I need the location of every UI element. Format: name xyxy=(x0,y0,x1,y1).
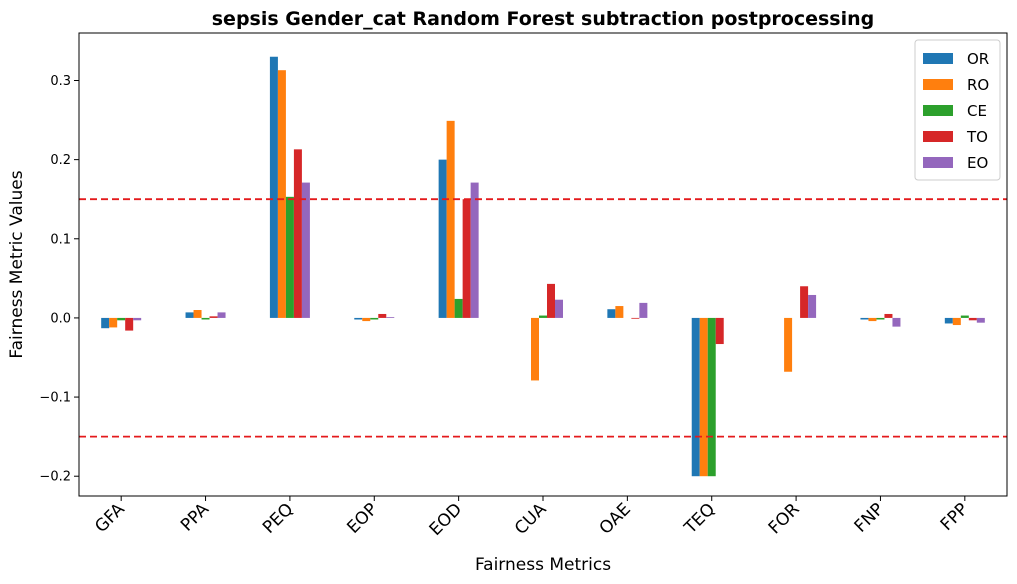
x-tick-label-fnp: FNP xyxy=(851,499,888,536)
x-tick-label-peq: PEQ xyxy=(259,499,297,537)
bar-ro-cua xyxy=(531,317,539,381)
x-tick-label-eop: EOP xyxy=(343,499,381,537)
legend-label-ce: CE xyxy=(967,102,987,120)
legend-label-eo: EO xyxy=(967,154,988,172)
y-tick-label: −0.2 xyxy=(39,470,71,485)
bar-to-oae xyxy=(631,317,640,319)
y-tick-label: 0.2 xyxy=(50,153,71,168)
legend-box xyxy=(914,39,1001,181)
bar-to-cua xyxy=(547,283,555,318)
bar-eo-ppa xyxy=(217,312,226,318)
bar-ro-oae xyxy=(615,306,624,318)
bar-or-fnp xyxy=(860,317,869,320)
x-tick-label-teq: TEQ xyxy=(680,499,719,538)
bar-ro-eop xyxy=(362,317,371,322)
bar-ro-fnp xyxy=(868,317,877,322)
x-tick-label-for: FOR xyxy=(765,499,804,538)
x-tick-label-eod: EOD xyxy=(426,499,466,539)
bar-ro-eod xyxy=(446,120,455,318)
x-tick-label-oae: OAE xyxy=(596,499,635,538)
bar-ce-eod xyxy=(454,298,463,318)
bar-eo-eop xyxy=(386,317,395,318)
bar-eo-fpp xyxy=(976,317,985,323)
bar-or-ppa xyxy=(185,312,194,318)
bar-to-teq xyxy=(715,317,724,345)
bar-to-peq xyxy=(293,149,302,318)
bar-to-eod xyxy=(462,199,471,318)
bar-or-oae xyxy=(607,309,616,318)
bar-ce-gfa xyxy=(117,317,126,321)
x-axis-label: Fairness Metrics xyxy=(475,555,611,575)
bar-ro-peq xyxy=(277,70,286,318)
legend-swatch-to xyxy=(923,131,953,142)
bar-eo-peq xyxy=(301,182,310,318)
bar-or-fpp xyxy=(944,317,953,324)
bar-ce-eop xyxy=(370,317,379,320)
bar-eo-fnp xyxy=(892,317,901,327)
bar-ro-gfa xyxy=(109,317,118,328)
legend-swatch-or xyxy=(923,53,953,64)
bar-to-ppa xyxy=(209,316,218,318)
bar-ce-cua xyxy=(539,315,547,318)
y-tick-label: 0.1 xyxy=(50,232,71,247)
legend-label-ro: RO xyxy=(967,76,989,94)
bar-or-eop xyxy=(354,317,363,320)
legend-swatch-ce xyxy=(923,105,953,116)
legend: OR RO CE TO EO xyxy=(914,39,1001,181)
bar-ce-peq xyxy=(285,196,294,318)
bar-eo-cua xyxy=(555,299,563,318)
bar-to-eop xyxy=(378,313,387,318)
bar-or-peq xyxy=(269,56,278,318)
plot-frame xyxy=(78,32,1008,497)
legend-swatch-ro xyxy=(923,79,953,90)
chart-title: sepsis Gender_cat Random Forest subtract… xyxy=(212,8,875,30)
x-tick-label-gfa: GFA xyxy=(91,499,129,537)
bar-ro-teq xyxy=(699,317,708,477)
bar-or-teq xyxy=(691,317,700,477)
legend-label-or: OR xyxy=(967,50,989,68)
bar-or-eod xyxy=(438,159,447,318)
bar-or-gfa xyxy=(101,317,110,329)
bar-ce-fpp xyxy=(960,315,969,318)
y-tick-label: 0.0 xyxy=(50,311,71,326)
x-tick-label-cua: CUA xyxy=(511,499,551,539)
y-axis-label: Fairness Metric Values xyxy=(7,170,27,358)
bar-ce-teq xyxy=(707,317,716,477)
bar-ro-ppa xyxy=(193,310,202,318)
legend-swatch-eo xyxy=(923,157,953,168)
bar-eo-gfa xyxy=(133,317,142,321)
bar-eo-oae xyxy=(639,302,648,318)
bar-ro-for xyxy=(784,317,793,372)
bar-eo-eod xyxy=(470,182,479,318)
y-tick-label: −0.1 xyxy=(39,391,71,406)
y-tick-label: 0.3 xyxy=(50,74,71,89)
bar-to-for xyxy=(800,286,809,318)
bar-ce-fnp xyxy=(876,317,885,320)
bar-to-gfa xyxy=(125,317,134,331)
x-tick-label-ppa: PPA xyxy=(177,499,213,535)
x-tick-label-fpp: FPP xyxy=(937,499,973,535)
bar-ce-ppa xyxy=(201,317,210,320)
bar-ro-fpp xyxy=(952,317,961,326)
plot-area: −0.2 −0.1 0.0 0.1 0.2 0.3 GFA PPA PEQ EOP EOD CUA OA… xyxy=(39,32,1008,540)
bar-to-fpp xyxy=(968,317,977,321)
bar-eo-for xyxy=(808,294,817,318)
bar-to-fnp xyxy=(884,313,893,318)
legend-label-to: TO xyxy=(966,128,988,146)
